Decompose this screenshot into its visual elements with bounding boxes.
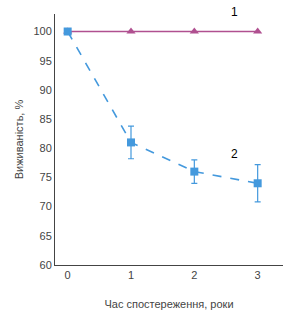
svg-text:3: 3 [255, 269, 261, 281]
svg-text:80: 80 [40, 142, 52, 154]
svg-text:2: 2 [231, 147, 238, 161]
svg-text:60: 60 [40, 259, 52, 271]
svg-text:0: 0 [65, 269, 71, 281]
svg-text:85: 85 [40, 113, 52, 125]
svg-text:70: 70 [40, 200, 52, 212]
svg-text:Виживаність, %: Виживаність, % [13, 100, 25, 180]
svg-text:75: 75 [40, 171, 52, 183]
svg-text:Час спостереження, роки: Час спостереження, роки [104, 298, 233, 310]
svg-text:95: 95 [40, 55, 52, 67]
svg-text:2: 2 [191, 269, 197, 281]
svg-text:1: 1 [128, 269, 134, 281]
svg-text:1: 1 [231, 5, 238, 19]
svg-text:90: 90 [40, 84, 52, 96]
svg-text:65: 65 [40, 230, 52, 242]
svg-text:100: 100 [33, 25, 51, 37]
